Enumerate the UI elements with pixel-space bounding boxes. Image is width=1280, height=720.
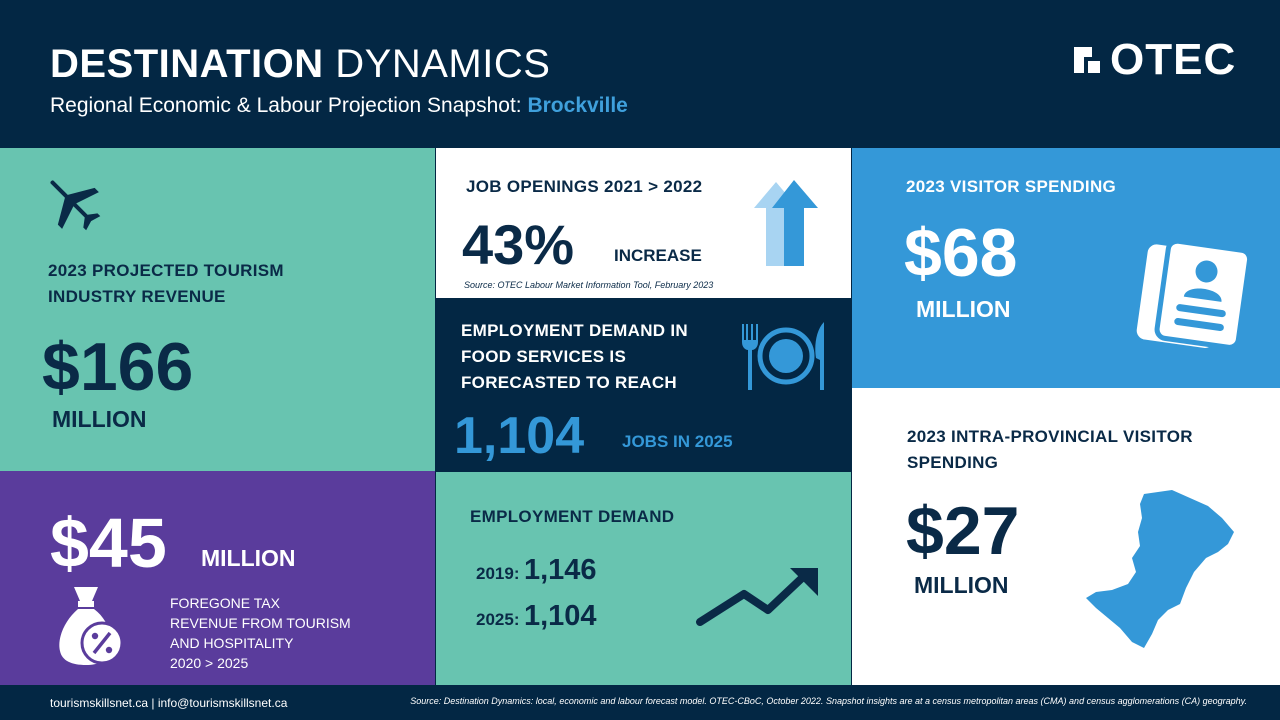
footer-source: Source: Destination Dynamics: local, eco…	[410, 696, 1247, 706]
visitor-spending-panel: 2023 VISITOR SPENDING $68 MILLION	[852, 148, 1280, 388]
food-line1: EMPLOYMENT DEMAND IN	[461, 321, 688, 340]
otec-bracket-icon	[1074, 47, 1100, 73]
title-bold: DESTINATION	[50, 42, 324, 86]
tax-panel: $45 MILLION FOREGONE TAX REVENUE FROM TO…	[0, 471, 435, 685]
food-line2: FOOD SERVICES IS	[461, 347, 627, 366]
demand-year: 2019:	[476, 564, 520, 583]
intra-provincial-panel: 2023 INTRA-PROVINCIAL VISITOR SPENDING $…	[852, 388, 1280, 685]
jobs-source: Source: OTEC Labour Market Information T…	[464, 280, 714, 290]
revenue-value: $166	[42, 329, 194, 405]
intra-label-line2: SPENDING	[907, 453, 999, 472]
plate-fork-knife-icon	[742, 322, 824, 390]
airplane-icon	[50, 180, 101, 231]
page-subtitle: Regional Economic & Labour Projection Sn…	[50, 94, 628, 118]
visitor-unit: MILLION	[916, 296, 1011, 322]
visitor-label: 2023 VISITOR SPENDING	[906, 177, 1117, 196]
food-suffix: JOBS IN 2025	[622, 432, 733, 451]
region-map-icon	[1086, 490, 1234, 648]
page-title: DESTINATION DYNAMICS	[50, 42, 550, 87]
subtitle-text: Regional Economic & Labour Projection Sn…	[50, 94, 522, 117]
job-openings-panel: JOB OPENINGS 2021 > 2022 43% INCREASE So…	[436, 148, 851, 298]
intra-value: $27	[906, 493, 1020, 569]
jobs-value: 43%	[462, 213, 575, 276]
demand-row: 2025: 1,104	[476, 600, 597, 633]
revenue-panel: 2023 PROJECTED TOURISM INDUSTRY REVENUE …	[0, 148, 435, 471]
employment-demand-panel: EMPLOYMENT DEMAND 2019: 1,146 2025: 1,10…	[436, 472, 851, 685]
header	[0, 0, 1280, 148]
tax-description: FOREGONE TAX REVENUE FROM TOURISM AND HO…	[170, 593, 351, 673]
food-value: 1,104	[454, 407, 585, 465]
revenue-unit: MILLION	[52, 406, 147, 432]
visitor-value: $68	[904, 215, 1018, 291]
tax-value: $45	[50, 504, 167, 582]
up-arrows-icon	[754, 180, 818, 266]
jobs-suffix: INCREASE	[614, 246, 702, 265]
jobs-label: JOB OPENINGS 2021 > 2022	[466, 177, 703, 196]
demand-row: 2019: 1,146	[476, 554, 597, 587]
footer-contact: tourismskillsnet.ca | info@tourismskills…	[50, 696, 288, 710]
intra-unit: MILLION	[914, 572, 1009, 598]
tax-desc-line4: 2020 > 2025	[170, 655, 249, 671]
intra-label-line1: 2023 INTRA-PROVINCIAL VISITOR	[907, 427, 1193, 446]
revenue-label-line1: 2023 PROJECTED TOURISM	[48, 261, 284, 280]
revenue-label-line2: INDUSTRY REVENUE	[48, 287, 226, 306]
city-name: Brockville	[527, 94, 628, 117]
demand-value: 1,104	[523, 600, 597, 632]
logo-text: OTEC	[1110, 35, 1237, 84]
title-rest: DYNAMICS	[335, 42, 551, 86]
money-bag-percent-icon	[59, 587, 124, 665]
food-line3: FORECASTED TO REACH	[461, 373, 678, 392]
otec-logo: OTEC	[1070, 38, 1236, 82]
trend-up-arrow-icon	[696, 568, 818, 626]
tax-desc-line2: REVENUE FROM TOURISM	[170, 615, 351, 631]
demand-label: EMPLOYMENT DEMAND	[470, 507, 675, 526]
tax-unit: MILLION	[201, 545, 296, 571]
demand-year: 2025:	[476, 610, 520, 629]
tax-desc-line3: AND HOSPITALITY	[170, 635, 294, 651]
food-services-panel: EMPLOYMENT DEMAND IN FOOD SERVICES IS FO…	[436, 298, 851, 471]
tax-desc-line1: FOREGONE TAX	[170, 595, 280, 611]
demand-value: 1,146	[523, 554, 597, 586]
id-card-icon	[1136, 240, 1252, 350]
